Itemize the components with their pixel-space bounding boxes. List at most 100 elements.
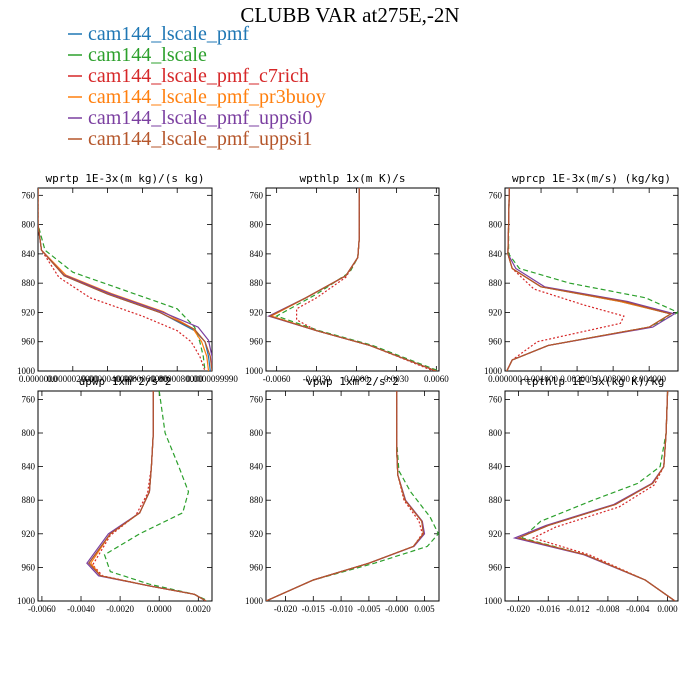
y-tick-label: 880	[250, 495, 264, 505]
chart-panel: upwp 1xm^2/s^27608008408809209601000-0.0…	[17, 375, 213, 614]
x-tick-label: -0.020	[274, 604, 298, 614]
y-tick-label: 800	[250, 220, 264, 230]
panel-title: wprcp 1E-3x(m/s) (kg/kg)	[512, 172, 671, 185]
series-line	[88, 391, 207, 601]
series-line	[266, 391, 426, 601]
series-line	[516, 391, 676, 601]
series-line	[266, 391, 425, 601]
x-tick-label: 0.0020	[186, 604, 211, 614]
series-line	[38, 188, 212, 371]
plot-frame	[504, 390, 679, 602]
x-tick-label: 0.0000099990	[186, 374, 238, 384]
y-tick-label: 800	[22, 428, 36, 438]
y-tick-label: 760	[22, 190, 36, 200]
x-tick-label: 0.002000	[560, 374, 594, 384]
y-tick-label: 1000	[484, 366, 503, 376]
x-tick-label: -0.016	[537, 604, 561, 614]
y-tick-label: 920	[489, 307, 503, 317]
y-tick-label: 760	[22, 394, 36, 404]
x-tick-label: -0.015	[302, 604, 326, 614]
y-tick-label: 920	[489, 529, 503, 539]
y-tick-label: 880	[250, 278, 264, 288]
series-line	[266, 391, 439, 601]
y-tick-label: 800	[250, 428, 264, 438]
chart-panel: rtpthlp 1E-3x(kg K)/kg 760 800 840 880 920 960…	[484, 375, 679, 614]
x-tick-label: 0.0000020000	[47, 374, 99, 384]
series-line	[266, 391, 425, 601]
series-line	[506, 188, 673, 371]
panel-title: upwp 1xm^2/s^2	[79, 375, 172, 388]
chart-panel: wpthlp 1x(m K)/s7608008408809209601000-0…	[245, 172, 449, 384]
x-tick-label: -0.0030	[303, 374, 331, 384]
y-tick-label: 920	[22, 529, 36, 539]
series-line	[91, 391, 207, 601]
x-tick-label: -0.010	[329, 604, 353, 614]
chart-panel: wprtp 1E-3x(m kg)/(s kg) 760 800 840 880 920 9…	[17, 172, 238, 384]
series-line	[520, 391, 676, 601]
x-tick-label: 0.000000	[488, 374, 522, 384]
legend-label: cam144_lscale_pmf_c7rich	[88, 65, 309, 87]
x-tick-label: 0.001000	[524, 374, 558, 384]
plot-frame	[504, 187, 679, 372]
x-tick-label: -0.020	[507, 604, 531, 614]
panels: wprtp 1E-3x(m kg)/(s kg) 760 800 840 880 920 9…	[17, 172, 679, 614]
y-tick-label: 760	[250, 394, 264, 404]
y-tick-label: 1000	[484, 596, 503, 606]
x-tick-label: -0.0060	[28, 604, 56, 614]
panel-title: rtpthlp 1E-3x(kg K)/kg	[519, 375, 665, 388]
y-tick-label: 800	[22, 220, 36, 230]
x-tick-label: -0.004	[626, 604, 650, 614]
y-tick-label: 840	[22, 462, 36, 472]
series-line	[103, 391, 209, 601]
y-tick-label: 800	[489, 220, 503, 230]
y-tick-label: 840	[489, 462, 503, 472]
y-tick-label: 920	[250, 529, 264, 539]
y-tick-label: 960	[489, 337, 503, 347]
legend-label: cam144_lscale_pmf_uppsi1	[88, 128, 312, 150]
series-line	[275, 188, 439, 371]
y-tick-label: 1000	[245, 366, 264, 376]
panel-title: wprtp 1E-3x(m kg)/(s kg)	[46, 172, 205, 185]
series-line	[269, 188, 437, 371]
x-tick-label: -0.0020	[106, 604, 134, 614]
x-tick-label: -0.0040	[67, 604, 95, 614]
x-tick-label: 0.0000000	[19, 374, 58, 384]
x-tick-label: 0.003000	[596, 374, 630, 384]
x-tick-label: -0.000	[385, 604, 409, 614]
y-tick-label: 960	[22, 562, 36, 572]
series-line	[266, 391, 423, 601]
x-tick-label: 0.005	[414, 604, 435, 614]
y-tick-label: 960	[250, 562, 264, 572]
series-line	[516, 391, 676, 601]
y-tick-label: 840	[250, 249, 264, 259]
y-tick-label: 1000	[245, 596, 264, 606]
y-tick-label: 760	[250, 190, 264, 200]
series-line	[512, 391, 676, 601]
legend-label: cam144_lscale	[88, 44, 207, 66]
x-tick-label: -0.0060	[263, 374, 291, 384]
series-line	[266, 391, 425, 601]
x-tick-label: 0.0000	[344, 374, 369, 384]
y-tick-label: 960	[22, 337, 36, 347]
y-tick-label: 1000	[17, 366, 36, 376]
legend-label: cam144_lscale_pmf_uppsi0	[88, 107, 312, 129]
x-tick-label: -0.012	[566, 604, 589, 614]
series-line	[38, 188, 212, 371]
x-tick-label: 0.000	[657, 604, 678, 614]
x-tick-label: 0.0000040000	[82, 374, 134, 384]
x-tick-label: 0.004000	[632, 374, 666, 384]
legend: cam144_lscale_pmfcam144_lscalecam144_lsc…	[68, 23, 326, 150]
y-tick-label: 840	[489, 249, 503, 259]
plot-frame	[265, 390, 440, 602]
y-tick-label: 760	[489, 394, 503, 404]
y-tick-label: 920	[250, 307, 264, 317]
y-tick-label: 880	[22, 495, 36, 505]
x-tick-label: 0.0030	[384, 374, 409, 384]
series-line	[267, 188, 437, 371]
series-line	[38, 188, 206, 371]
x-tick-label: 0.0000	[147, 604, 172, 614]
series-line	[506, 188, 673, 371]
plot-frame	[37, 390, 213, 602]
y-tick-label: 960	[489, 562, 503, 572]
